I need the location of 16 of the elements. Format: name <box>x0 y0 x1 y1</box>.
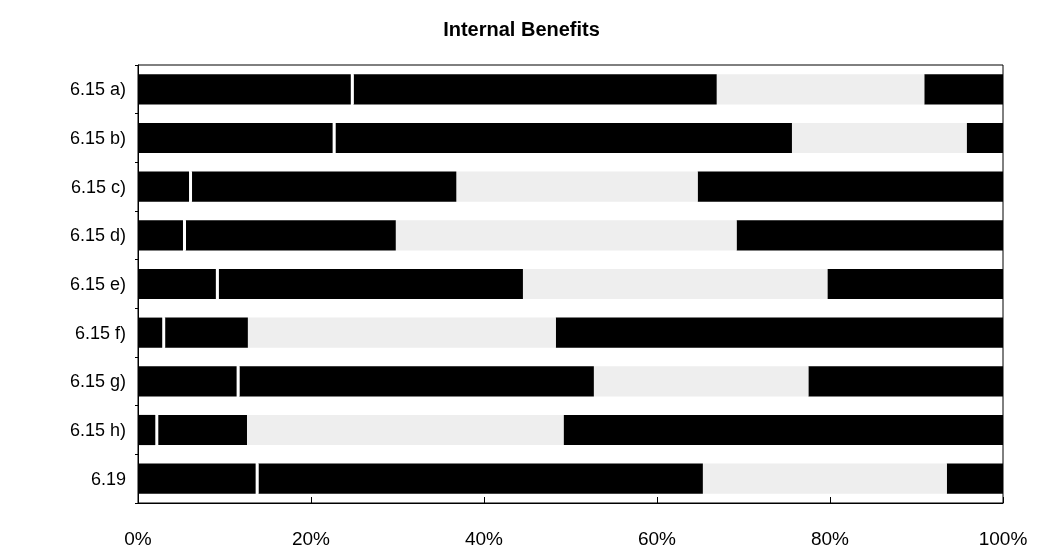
y-tick-label: 6.15 h) <box>69 420 126 440</box>
y-tick-label: 6.15 a) <box>69 79 126 100</box>
y-tick-label: 6.15 e) <box>69 274 126 294</box>
x-tick-label: 60% <box>637 528 677 549</box>
chart-title: Internal Benefits <box>443 18 600 40</box>
y-tick-label: 6.15 f) <box>74 322 126 343</box>
y-tick-label: 6.15 d) <box>69 225 126 246</box>
y-tick-label: 6.19 <box>90 468 126 489</box>
x-tick-label: 100% <box>978 528 1028 549</box>
y-tick-label: 6.15 g) <box>69 371 126 392</box>
x-tick-label: 80% <box>810 528 850 549</box>
y-tick-label: 6.15 c) <box>70 176 126 197</box>
x-tick-label: 40% <box>464 528 504 549</box>
y-tick-label: 6.15 b) <box>69 128 126 148</box>
x-tick-label: 20% <box>291 528 331 549</box>
x-tick-label: 0% <box>124 528 152 549</box>
